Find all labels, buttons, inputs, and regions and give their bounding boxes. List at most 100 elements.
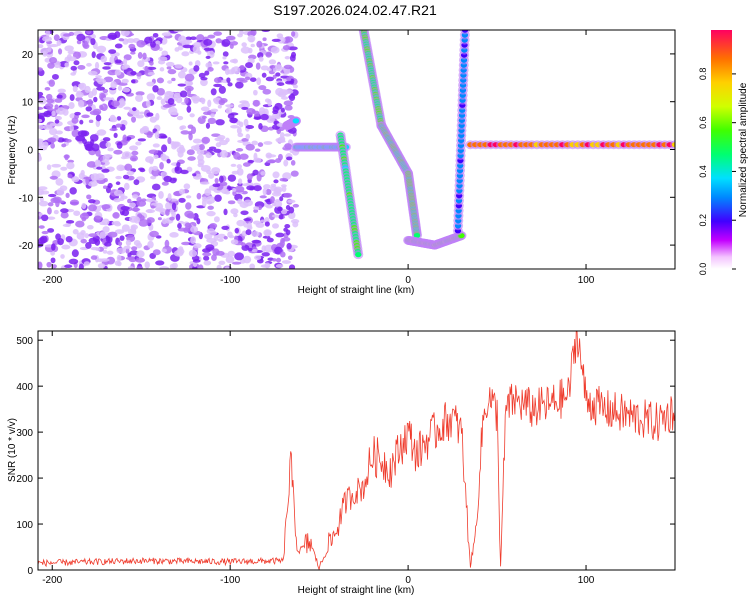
noise-blob bbox=[104, 241, 112, 247]
noise-blob bbox=[122, 174, 130, 180]
noise-blob bbox=[125, 247, 130, 254]
noise-blob bbox=[212, 61, 220, 65]
noise-blob bbox=[47, 216, 56, 220]
noise-blob bbox=[128, 43, 136, 50]
noise-blob bbox=[252, 99, 260, 107]
noise-blob bbox=[99, 104, 104, 111]
noise-blob bbox=[102, 250, 108, 254]
noise-blob bbox=[136, 266, 144, 269]
spectrogram-y-ticks: -20 -10 0 10 20 bbox=[19, 50, 675, 252]
noise-blob bbox=[156, 96, 163, 101]
noise-blob bbox=[146, 132, 153, 138]
noise-blob bbox=[73, 210, 81, 216]
noise-blob bbox=[121, 224, 130, 232]
noise-blob bbox=[45, 30, 51, 37]
snr-panel: -200 -100 0 100 0 100 200 300 400 500 Height of … bbox=[7, 330, 676, 596]
noise-blob bbox=[192, 138, 202, 144]
noise-blob bbox=[39, 235, 48, 244]
noise-blob bbox=[208, 230, 217, 236]
noise-blob bbox=[227, 250, 236, 257]
noise-blob bbox=[176, 115, 184, 121]
noise-blob bbox=[207, 66, 214, 72]
noise-blob bbox=[72, 85, 78, 93]
noise-blob bbox=[189, 113, 195, 118]
noise-blob bbox=[116, 116, 122, 121]
noise-blob bbox=[69, 94, 75, 101]
noise-blob bbox=[262, 187, 267, 196]
noise-blob bbox=[208, 172, 215, 179]
colorbar-tick-label: 0.2 bbox=[698, 214, 708, 227]
noise-blob bbox=[232, 58, 238, 64]
noise-blob bbox=[272, 223, 280, 229]
noise-blob bbox=[161, 32, 172, 37]
noise-blob bbox=[254, 255, 262, 261]
noise-blob bbox=[207, 34, 216, 39]
noise-blob bbox=[249, 186, 255, 191]
noise-blob bbox=[200, 97, 206, 105]
noise-blob bbox=[159, 266, 170, 269]
noise-blob bbox=[114, 69, 122, 76]
noise-blob bbox=[102, 185, 108, 189]
noise-blob bbox=[51, 264, 57, 269]
noise-blob bbox=[76, 33, 86, 42]
noise-blob bbox=[145, 100, 151, 108]
noise-blob bbox=[95, 114, 102, 122]
noise-blob bbox=[117, 85, 123, 91]
noise-blob bbox=[115, 181, 121, 186]
noise-blob bbox=[57, 238, 64, 246]
noise-blob bbox=[135, 114, 144, 119]
noise-blob bbox=[233, 152, 241, 160]
noise-blob bbox=[135, 257, 146, 263]
noise-blob bbox=[236, 168, 244, 176]
noise-blob bbox=[149, 41, 156, 48]
y-tick-label: -20 bbox=[19, 241, 34, 252]
noise-blob bbox=[284, 143, 292, 150]
noise-blob bbox=[135, 242, 143, 249]
snr-plot-area bbox=[38, 331, 675, 570]
noise-blob bbox=[138, 218, 149, 227]
noise-blob bbox=[171, 202, 177, 211]
noise-blob bbox=[240, 46, 251, 54]
noise-blob bbox=[150, 175, 157, 180]
spectrogram-feature bbox=[465, 140, 675, 150]
noise-blob bbox=[115, 123, 123, 128]
noise-blob bbox=[244, 76, 251, 81]
noise-blob bbox=[177, 83, 186, 87]
noise-blob bbox=[181, 51, 190, 57]
noise-blob bbox=[255, 62, 261, 70]
noise-blob bbox=[47, 44, 52, 53]
noise-blob bbox=[57, 48, 63, 55]
noise-blob bbox=[90, 38, 96, 46]
noise-blob bbox=[83, 261, 90, 266]
noise-blob bbox=[81, 202, 87, 210]
noise-blob bbox=[130, 224, 138, 230]
noise-blob bbox=[46, 261, 52, 268]
noise-blob bbox=[180, 130, 190, 135]
noise-blob bbox=[200, 76, 208, 81]
noise-blob bbox=[192, 266, 198, 269]
noise-blob bbox=[281, 185, 287, 192]
noise-blob bbox=[231, 261, 242, 265]
track-point bbox=[413, 232, 421, 239]
colorbar: 0.0 0.2 0.4 0.6 0.8 Normalized spectral ampl… bbox=[698, 30, 749, 275]
noise-blob bbox=[169, 232, 179, 238]
noise-blob bbox=[78, 263, 84, 269]
noise-blob bbox=[213, 83, 222, 88]
noise-blob bbox=[282, 172, 292, 180]
noise-blob bbox=[239, 153, 249, 160]
noise-blob bbox=[287, 211, 296, 220]
noise-blob bbox=[232, 187, 237, 192]
noise-blob bbox=[230, 163, 237, 167]
noise-blob bbox=[217, 238, 224, 242]
noise-blob bbox=[270, 196, 275, 204]
noise-blob bbox=[259, 219, 266, 223]
noise-blob bbox=[207, 205, 214, 210]
noise-blob bbox=[280, 251, 286, 258]
noise-blob bbox=[61, 244, 71, 250]
noise-blob bbox=[99, 258, 110, 262]
noise-blob bbox=[167, 80, 173, 84]
noise-blob bbox=[279, 196, 284, 202]
noise-blob bbox=[253, 185, 262, 192]
noise-blob bbox=[247, 159, 255, 163]
noise-blob bbox=[111, 221, 117, 226]
